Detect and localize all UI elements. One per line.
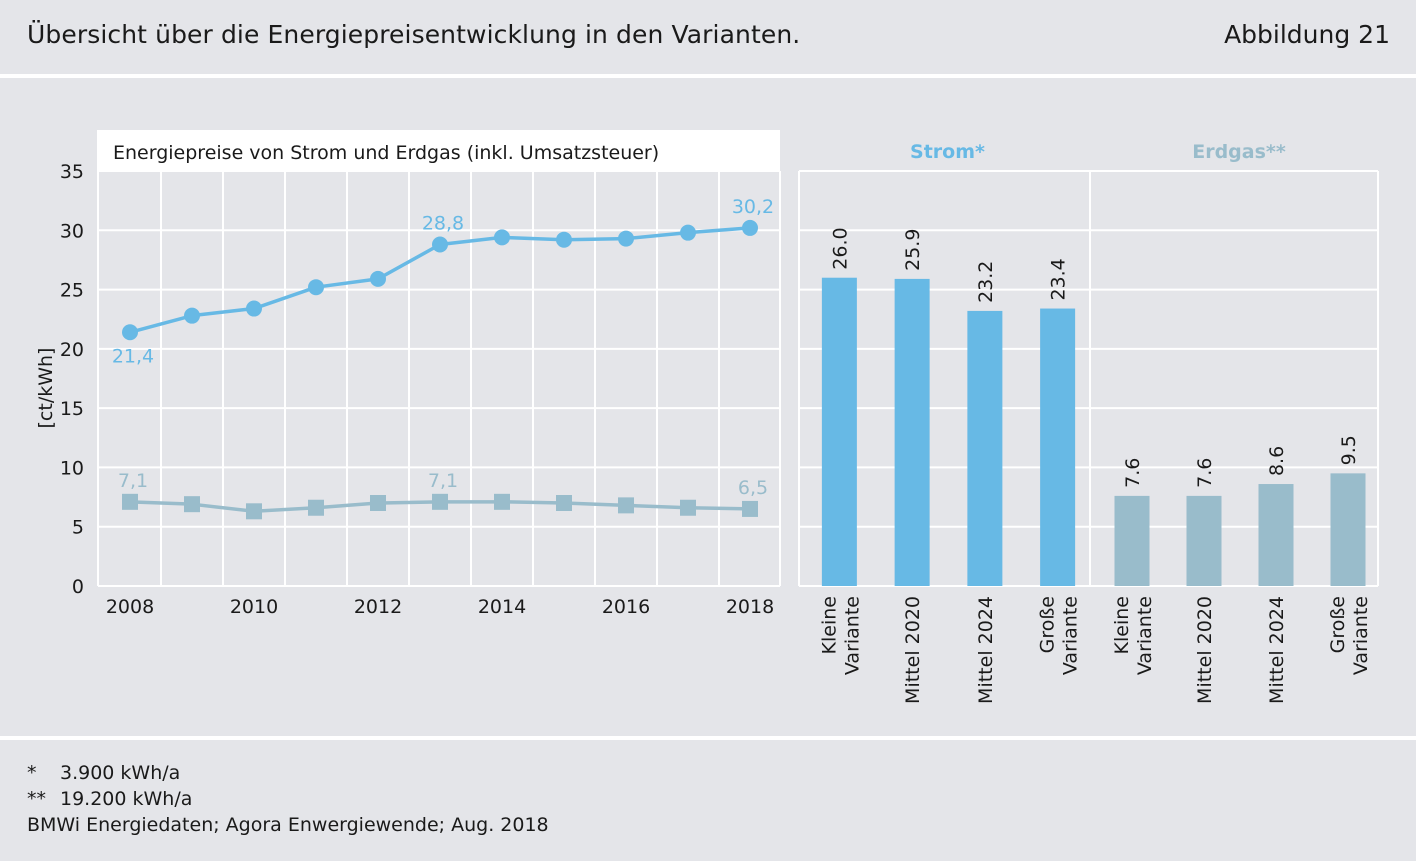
strom-data-point (370, 270, 386, 287)
x-tick-label: 2016 (602, 596, 650, 618)
x-tick-label: 2008 (106, 596, 154, 618)
line-chart-title-bar (98, 130, 780, 171)
bar-value-label: 23.4 (1048, 258, 1070, 300)
erdgas-data-point (494, 493, 510, 510)
bar (1330, 473, 1366, 586)
bar (1114, 495, 1150, 586)
category-label-line: Mittel 2024 (1266, 596, 1288, 704)
category-label-line: Variante (1350, 596, 1372, 675)
data-label: 7,1 (428, 470, 458, 492)
strom-data-point (308, 279, 324, 296)
x-tick-label: 2014 (478, 596, 526, 618)
data-label: 6,5 (738, 477, 768, 499)
category-label-line: Mittel 2020 (1194, 596, 1216, 704)
bar-value-label: 8.6 (1266, 446, 1288, 476)
category-label: Mittel 2024 (975, 596, 997, 704)
line-chart-title: Energiepreise von Strom und Erdgas (inkl… (113, 142, 659, 164)
footnote-mark: * (27, 762, 37, 784)
y-tick-label: 5 (72, 517, 84, 539)
category-label-line: Kleine (818, 596, 840, 654)
y-tick-label: 30 (60, 220, 84, 242)
erdgas-data-point (618, 497, 634, 514)
category-label-line: Mittel 2024 (975, 596, 997, 704)
bar-value-label: 7.6 (1122, 458, 1144, 488)
category-label: GroßeVariante (1037, 596, 1082, 675)
erdgas-data-point (742, 500, 758, 517)
bottom-divider (0, 736, 1416, 740)
footnote-text: 3.900 kWh/a (60, 762, 181, 784)
category-label: KleineVariante (1111, 596, 1156, 675)
strom-data-point (246, 300, 262, 317)
bar (1040, 308, 1076, 586)
category-label-line: Mittel 2020 (902, 596, 924, 704)
x-tick-label: 2018 (726, 596, 774, 618)
y-tick-label: 10 (60, 457, 84, 479)
footnote-erdgas: ** 19.200 kWh/a (27, 786, 549, 812)
category-label-line: Variante (1134, 596, 1156, 675)
bar-value-label: 25.9 (902, 229, 924, 271)
category-label-line: Kleine (1111, 596, 1133, 654)
bar (1186, 495, 1222, 586)
y-tick-label: 0 (72, 576, 84, 598)
bar-value-label: 23.2 (975, 261, 997, 303)
erdgas-data-point (370, 495, 386, 511)
category-label-line: Variante (1060, 596, 1082, 675)
group-label-strom: Strom* (910, 141, 985, 163)
y-tick-label: 25 (60, 280, 84, 302)
footnote-mark: ** (27, 788, 46, 810)
category-label-line: Große (1037, 596, 1059, 653)
line-chart: Energiepreise von Strom und Erdgas (inkl… (35, 130, 781, 618)
group-label-erdgas: Erdgas** (1192, 141, 1286, 163)
strom-data-point (184, 307, 200, 324)
y-axis-label: [ct/kWh] (35, 348, 57, 429)
strom-data-point (556, 231, 572, 248)
category-label: Mittel 2020 (1194, 596, 1216, 704)
erdgas-data-point (246, 503, 262, 520)
footnotes: * 3.900 kWh/a ** 19.200 kWh/a BMWi Energ… (27, 760, 549, 838)
erdgas-data-point (184, 496, 200, 513)
category-label-line: Variante (841, 596, 863, 675)
page-title: Übersicht über die Energiepreisentwicklu… (27, 20, 801, 49)
source-text: BMWi Energiedaten; Agora Enwergiewende; … (27, 814, 549, 836)
strom-data-point (742, 219, 758, 236)
bar-value-label: 9.5 (1338, 435, 1360, 465)
erdgas-data-point (122, 493, 138, 510)
footnote-text: 19.200 kWh/a (60, 788, 193, 810)
erdgas-data-point (680, 499, 696, 516)
bar (1258, 484, 1294, 586)
bar-value-label: 7.6 (1194, 458, 1216, 488)
source-line: BMWi Energiedaten; Agora Enwergiewende; … (27, 812, 549, 838)
data-label: 21,4 (112, 345, 154, 367)
figure-number: Abbildung 21 (1224, 20, 1390, 49)
data-label: 7,1 (118, 470, 148, 492)
category-label: Mittel 2020 (902, 596, 924, 704)
strom-data-point (122, 324, 138, 341)
strom-data-point (618, 230, 634, 247)
footnote-strom: * 3.900 kWh/a (27, 760, 549, 786)
erdgas-data-point (556, 495, 572, 511)
erdgas-data-point (432, 493, 448, 510)
y-tick-label: 15 (60, 398, 84, 420)
x-tick-label: 2010 (230, 596, 278, 618)
bar (821, 277, 857, 586)
bar (894, 278, 930, 586)
category-label: Mittel 2024 (1266, 596, 1288, 704)
strom-data-point (494, 229, 510, 246)
x-tick-label: 2012 (354, 596, 402, 618)
category-label-line: Große (1327, 596, 1349, 653)
strom-data-point (432, 236, 448, 253)
strom-data-point (680, 224, 696, 241)
data-label: 28,8 (422, 213, 464, 235)
category-label: GroßeVariante (1327, 596, 1372, 675)
y-tick-label: 35 (60, 161, 84, 183)
bar (967, 310, 1003, 586)
top-divider (0, 74, 1416, 78)
erdgas-data-point (308, 499, 324, 516)
y-tick-label: 20 (60, 339, 84, 361)
category-label: KleineVariante (818, 596, 863, 675)
bar-value-label: 26.0 (829, 227, 851, 269)
data-label: 30,2 (732, 196, 774, 218)
